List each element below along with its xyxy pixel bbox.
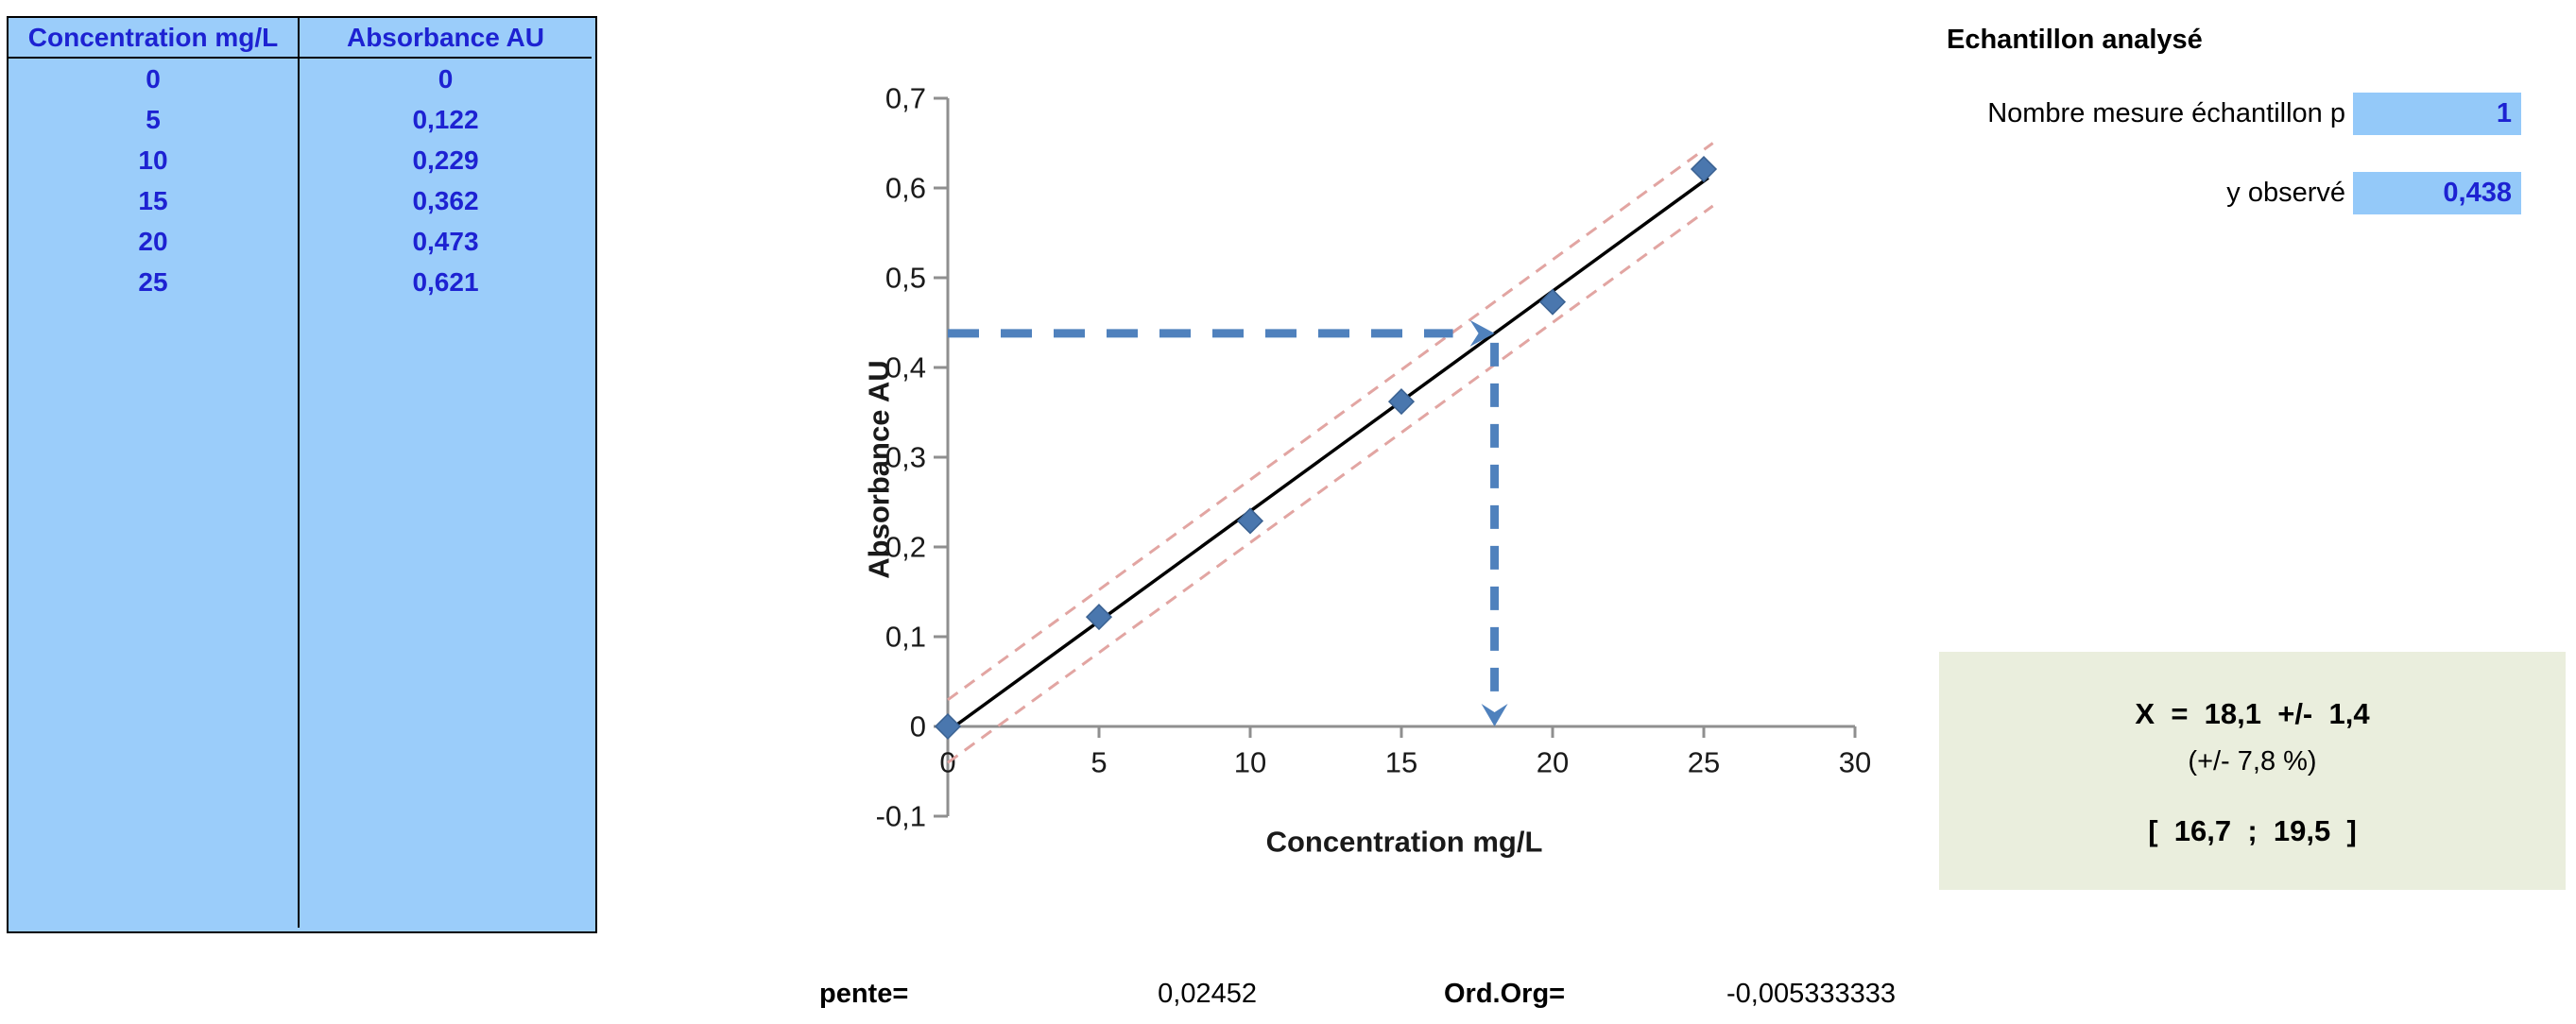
svg-text:0,1: 0,1 — [885, 621, 926, 654]
table-cell-concentration[interactable]: 25 — [138, 267, 168, 297]
data-point-marker — [1085, 604, 1113, 631]
slope-value: 0,02452 — [1158, 979, 1257, 1009]
table-cell-absorbance[interactable]: 0 — [438, 64, 454, 94]
svg-text:20: 20 — [1537, 746, 1569, 779]
svg-text:0,2: 0,2 — [885, 531, 926, 564]
svg-text:15: 15 — [1385, 746, 1417, 779]
y-observed-label: y observé — [2226, 178, 2345, 208]
intercept-value: -0,005333333 — [1726, 979, 1896, 1009]
table-header-absorbance: Absorbance AU — [346, 23, 544, 52]
table-cell-concentration[interactable]: 10 — [138, 145, 168, 175]
slope-label: pente= — [819, 979, 909, 1009]
sample-count-input[interactable]: 1 — [2353, 93, 2521, 135]
svg-text:0,5: 0,5 — [885, 262, 926, 295]
table-cell-absorbance[interactable]: 0,621 — [412, 267, 479, 297]
sample-panel-title: Echantillon analysé — [1947, 25, 2203, 55]
y-observed-input[interactable]: 0,438 — [2353, 172, 2521, 214]
calibration-table: Concentration mg/L Absorbance AU 0 0 5 0… — [7, 16, 597, 933]
table-header-concentration: Concentration mg/L — [27, 23, 279, 52]
table-cell-concentration[interactable]: 5 — [146, 105, 161, 134]
table-column-divider — [298, 18, 300, 928]
table-cell-concentration[interactable]: 15 — [138, 186, 168, 215]
svg-text:-0,1: -0,1 — [876, 800, 926, 833]
data-point-marker — [1538, 288, 1567, 316]
table-cell-absorbance[interactable]: 0,122 — [412, 105, 479, 134]
sample-count-label: Nombre mesure échantillon p — [1987, 98, 2345, 128]
calibration-chart: 0,70,60,50,40,30,20,10-0,10 5 10 15 20 25 30Co… — [863, 82, 1872, 859]
table-header-underline — [9, 57, 592, 59]
table-cell-absorbance[interactable]: 0,362 — [412, 186, 479, 215]
svg-text:10: 10 — [1234, 746, 1266, 779]
svg-text:30: 30 — [1839, 746, 1871, 779]
svg-text:Absorbance AU: Absorbance AU — [863, 360, 896, 578]
result-percent: (+/- 7,8 %) — [2188, 746, 2317, 777]
data-point-marker — [1387, 388, 1416, 416]
svg-text:25: 25 — [1688, 746, 1720, 779]
svg-text:5: 5 — [1091, 746, 1107, 779]
result-x-value: X = 18,1 +/- 1,4 — [2135, 697, 2370, 730]
table-cell-absorbance[interactable]: 0,473 — [412, 227, 479, 256]
data-point-marker — [1236, 507, 1264, 535]
svg-text:0,6: 0,6 — [885, 172, 926, 205]
table-cell-absorbance[interactable]: 0,229 — [412, 145, 479, 175]
svg-text:Concentration mg/L: Concentration mg/L — [1266, 826, 1543, 859]
svg-text:0,4: 0,4 — [885, 351, 926, 384]
table-cell-concentration[interactable]: 0 — [146, 64, 161, 94]
svg-text:0,7: 0,7 — [885, 82, 926, 115]
result-interval: [ 16,7 ; 19,5 ] — [2148, 814, 2357, 847]
result-box: X = 18,1 +/- 1,4 (+/- 7,8 %) [ 16,7 ; 19… — [1939, 652, 2566, 890]
svg-text:0,3: 0,3 — [885, 441, 926, 474]
intercept-label: Ord.Org= — [1444, 979, 1566, 1009]
data-point-marker — [1690, 155, 1718, 183]
data-point-marker — [934, 712, 962, 741]
table-cell-concentration[interactable]: 20 — [138, 227, 168, 256]
svg-text:0: 0 — [910, 710, 926, 743]
